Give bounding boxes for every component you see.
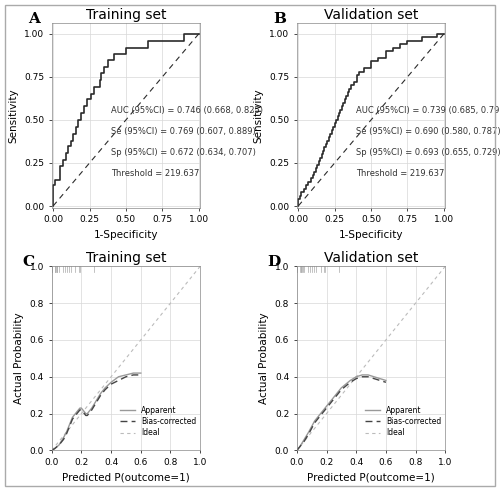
Text: D: D xyxy=(267,255,280,269)
Y-axis label: Actual Probability: Actual Probability xyxy=(14,313,24,404)
Text: A: A xyxy=(28,12,40,27)
Y-axis label: Sensitivity: Sensitivity xyxy=(254,88,264,143)
X-axis label: 1-Specificity: 1-Specificity xyxy=(339,230,404,240)
Text: C: C xyxy=(22,255,34,269)
Text: AUC (95%CI) = 0.746 (0.668, 0.825)

Se (95%CI) = 0.769 (0.607, 0.889)

Sp (95%CI: AUC (95%CI) = 0.746 (0.668, 0.825) Se (9… xyxy=(111,107,263,178)
X-axis label: Predicted P(outcome=1): Predicted P(outcome=1) xyxy=(307,473,435,483)
Title: Validation set: Validation set xyxy=(324,8,418,22)
Text: AUC (95%CI) = 0.739 (0.685, 0.793)

Se (95%CI) = 0.690 (0.580, 0.787)

Sp (95%CI: AUC (95%CI) = 0.739 (0.685, 0.793) Se (9… xyxy=(356,107,500,178)
X-axis label: 1-Specificity: 1-Specificity xyxy=(94,230,158,240)
Text: B: B xyxy=(273,12,286,27)
X-axis label: Predicted P(outcome=1): Predicted P(outcome=1) xyxy=(62,473,190,483)
Title: Training set: Training set xyxy=(86,251,166,265)
Y-axis label: Sensitivity: Sensitivity xyxy=(8,88,18,143)
Y-axis label: Actual Probability: Actual Probability xyxy=(259,313,269,404)
Legend: Apparent, Bias-corrected, Ideal: Apparent, Bias-corrected, Ideal xyxy=(365,406,442,437)
Title: Training set: Training set xyxy=(86,8,166,22)
Legend: Apparent, Bias-corrected, Ideal: Apparent, Bias-corrected, Ideal xyxy=(120,406,196,437)
Title: Validation set: Validation set xyxy=(324,251,418,265)
